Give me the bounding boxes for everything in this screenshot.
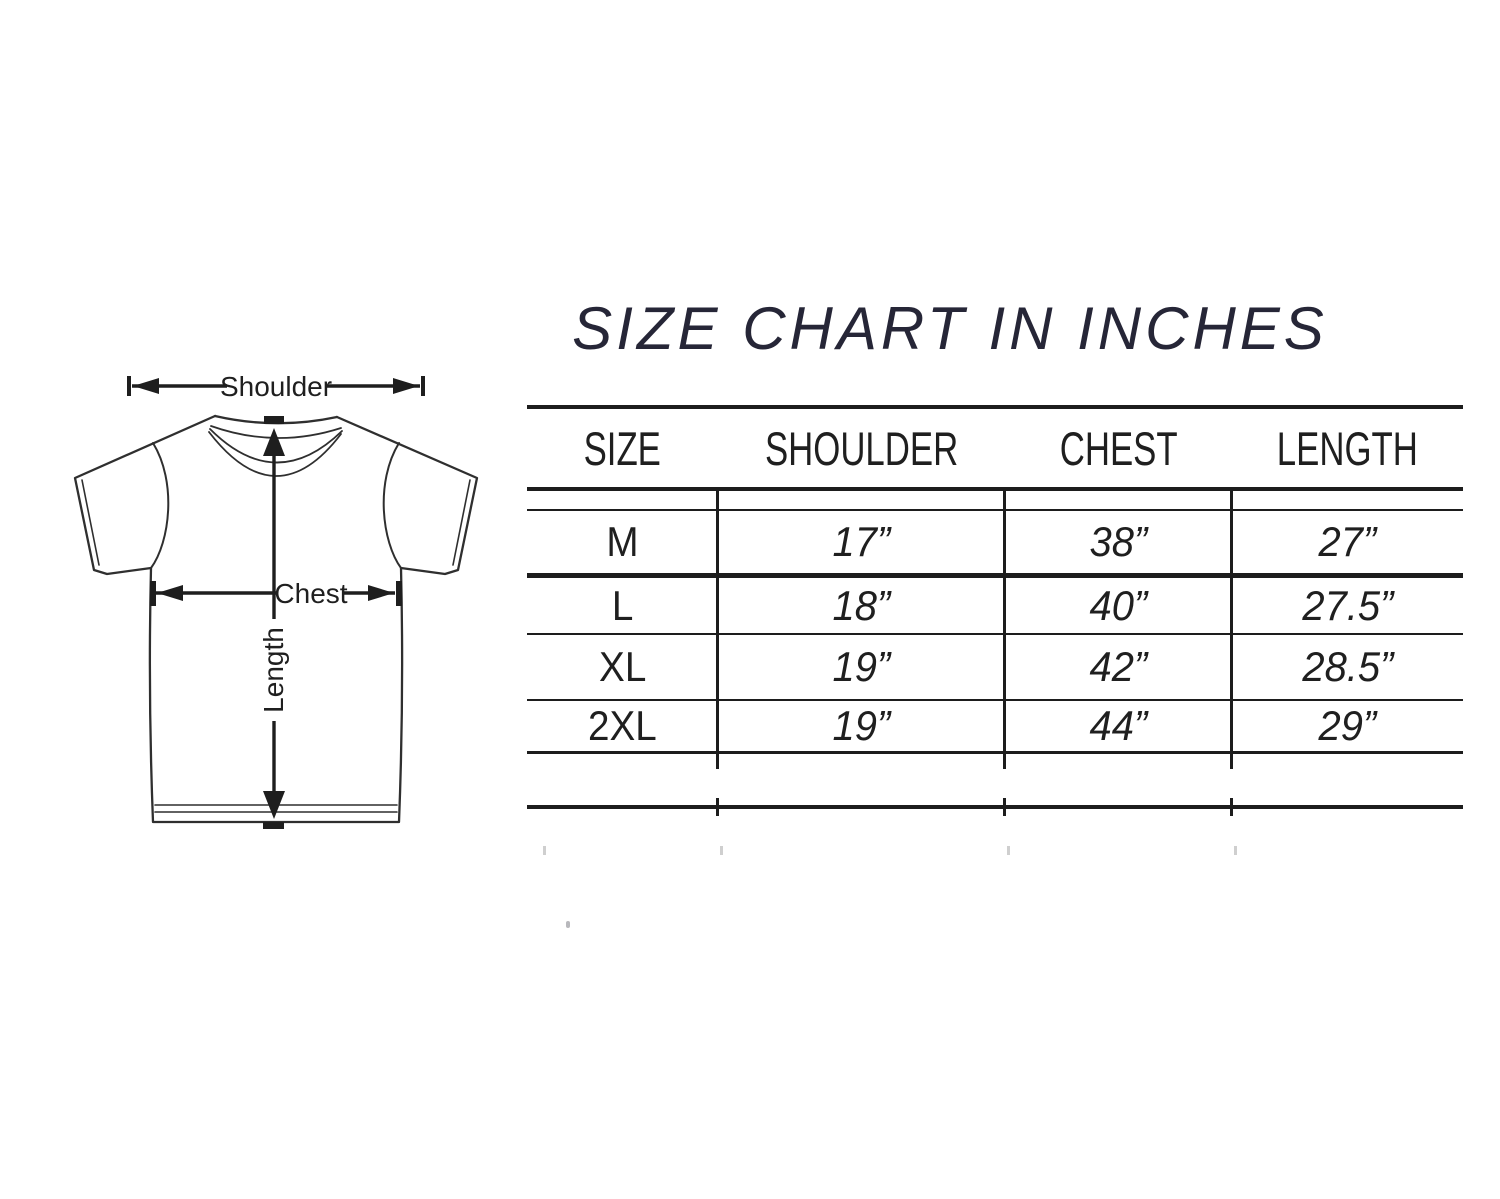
row-xl-bottom-rule: [527, 699, 1463, 701]
column-rule-1: [716, 489, 719, 769]
cell-shoulder: 18”: [832, 581, 891, 629]
table-row-l: L 18” 40” 27.5”: [527, 578, 1463, 633]
header-shoulder: SHOULDER: [764, 421, 959, 475]
cell-size: L: [611, 581, 634, 629]
table-row-xl: XL 19” 42” 28.5”: [527, 635, 1463, 699]
shoulder-dimension-arrow: Shoulder: [127, 371, 425, 402]
cell-chest: 44”: [1089, 702, 1148, 749]
table-top-rule: [527, 405, 1463, 409]
cell-size: 2XL: [588, 702, 657, 749]
table-row-m: M 17” 38” 27”: [527, 511, 1463, 573]
footer-rule: [527, 805, 1463, 809]
cell-chest: 42”: [1089, 643, 1148, 690]
header-bottom-rule: [527, 487, 1463, 491]
cell-shoulder: 19”: [832, 643, 891, 690]
cell-length: 27.5”: [1302, 581, 1393, 629]
cell-chest: 38”: [1089, 518, 1148, 565]
cell-length: 28.5”: [1302, 643, 1393, 690]
length-label: Length: [258, 627, 289, 713]
ghost-tick-2: [1007, 846, 1010, 855]
cell-shoulder: 19”: [832, 702, 891, 749]
scan-speck-artifact: [566, 921, 570, 928]
ghost-tick-1: [720, 846, 723, 855]
cell-shoulder: 17”: [832, 518, 891, 565]
cell-length: 27”: [1318, 518, 1377, 565]
row-l-bottom-rule: [527, 633, 1463, 635]
cell-size: XL: [598, 643, 647, 690]
cell-chest: 40”: [1089, 581, 1148, 629]
tshirt-diagram-svg: Shoulder Length Chest: [73, 371, 479, 829]
header-size: SIZE: [583, 421, 662, 475]
length-dimension-arrow: Length: [256, 416, 289, 829]
footer-tick-2: [1003, 798, 1006, 816]
header-length: LENGTH: [1276, 421, 1419, 475]
table-header-row: SIZE SHOULDER CHEST LENGTH: [527, 411, 1463, 485]
chest-dimension-arrow: Chest: [150, 578, 402, 609]
thin-rule-1: [527, 509, 1463, 511]
size-table: SIZE SHOULDER CHEST LENGTH M 17” 38” 27”…: [527, 405, 1463, 875]
cell-size: M: [606, 518, 639, 565]
shoulder-label: Shoulder: [220, 371, 332, 402]
column-rule-3: [1230, 489, 1233, 769]
page-title: SIZE CHART IN INCHES: [572, 295, 1328, 362]
tshirt-measurement-diagram: Shoulder Length Chest: [38, 352, 508, 842]
header-chest: CHEST: [1059, 421, 1178, 475]
column-rule-2: [1003, 489, 1006, 769]
ghost-tick-0: [543, 846, 546, 855]
footer-tick-3: [1230, 798, 1233, 816]
row-m-bottom-rule: [527, 573, 1463, 578]
table-bottom-rule: [527, 751, 1463, 754]
table-row-2xl: 2XL 19” 44” 29”: [527, 701, 1463, 751]
cell-length: 29”: [1318, 702, 1377, 749]
footer-tick-1: [716, 798, 719, 816]
chest-label: Chest: [274, 578, 347, 609]
ghost-tick-3: [1234, 846, 1237, 855]
